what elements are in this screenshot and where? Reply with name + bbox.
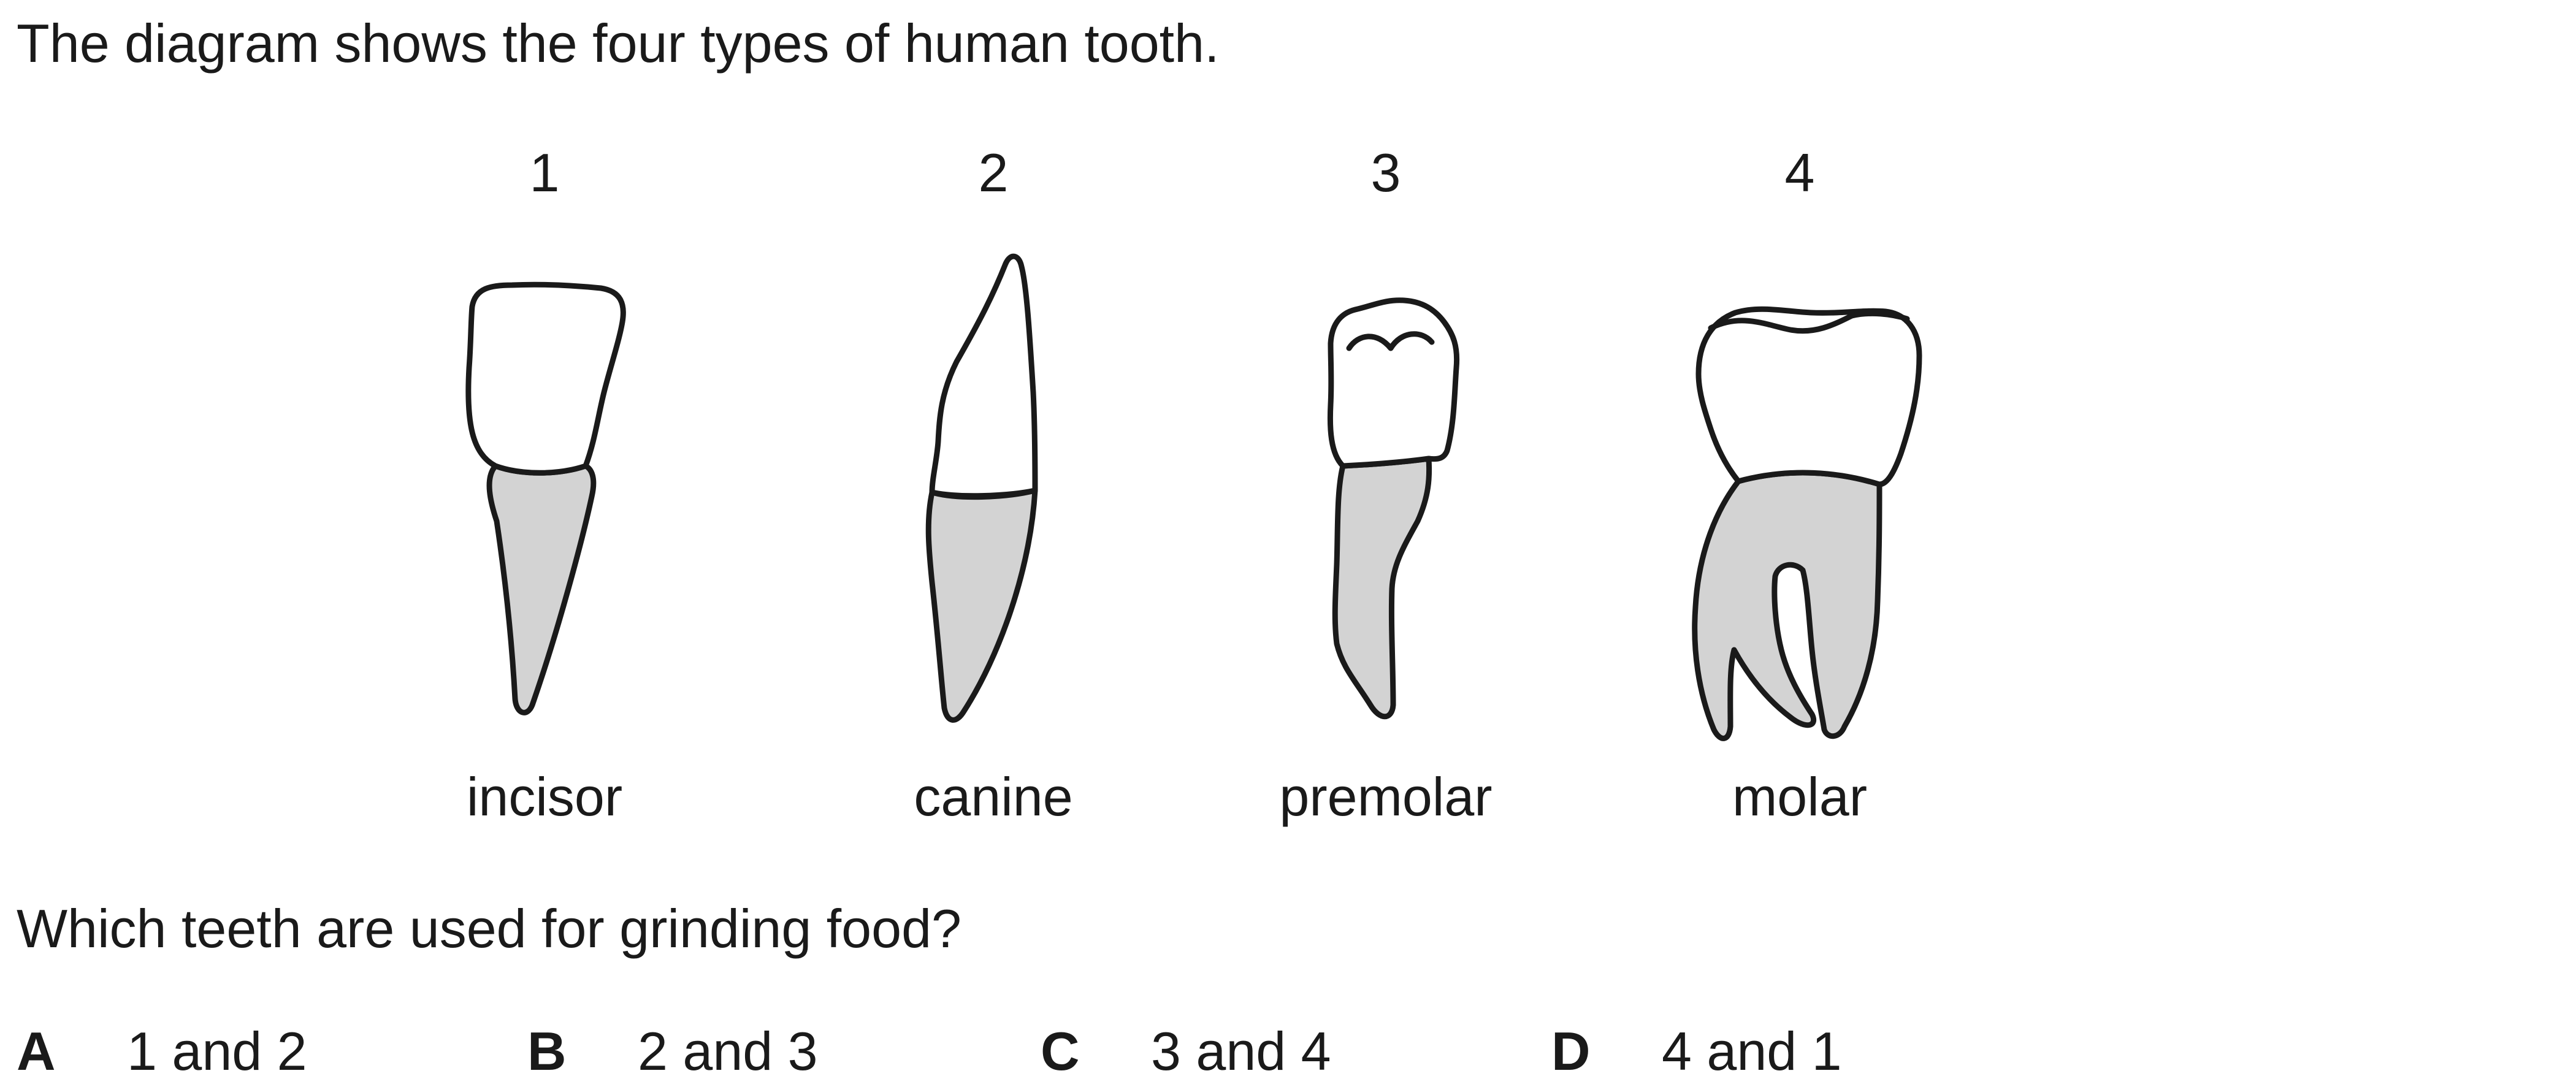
molar-root bbox=[1692, 470, 1882, 741]
tooth-label-molar: molar bbox=[1732, 766, 1867, 827]
premolar-crown bbox=[1327, 297, 1460, 469]
premolar-root bbox=[1332, 456, 1432, 720]
option-d-text: 4 and 1 bbox=[1662, 1021, 1842, 1081]
tooth-label-incisor: incisor bbox=[467, 766, 622, 827]
molar-crown bbox=[1695, 306, 1922, 487]
option-a-text: 1 and 2 bbox=[127, 1021, 307, 1081]
incisor-crown bbox=[465, 281, 626, 476]
question-text: Which teeth are used for grinding food? bbox=[17, 898, 961, 959]
option-b-text: 2 and 3 bbox=[638, 1021, 818, 1081]
tooth-number-4: 4 bbox=[1785, 142, 1815, 203]
option-b-letter: B bbox=[527, 1021, 567, 1081]
premolar-tooth: 3 bbox=[1327, 142, 1460, 720]
tooth-number-1: 1 bbox=[530, 142, 560, 203]
canine-crown bbox=[929, 253, 1038, 499]
canine-tooth: 2 bbox=[925, 142, 1038, 723]
tooth-number-2: 2 bbox=[979, 142, 1009, 203]
incisor-tooth: 1 bbox=[465, 142, 626, 715]
tooth-label-premolar: premolar bbox=[1279, 766, 1492, 827]
option-c-letter: C bbox=[1041, 1021, 1080, 1081]
tooth-label-canine: canine bbox=[914, 766, 1072, 827]
tooth-number-3: 3 bbox=[1371, 142, 1401, 203]
option-c-text: 3 and 4 bbox=[1151, 1021, 1331, 1081]
molar-tooth: 4 bbox=[1692, 142, 1922, 741]
option-a-letter: A bbox=[17, 1021, 56, 1081]
incisor-root bbox=[486, 463, 597, 715]
option-d-letter: D bbox=[1551, 1021, 1591, 1081]
intro-text: The diagram shows the four types of huma… bbox=[17, 13, 1220, 74]
canine-root bbox=[925, 487, 1038, 723]
teeth-diagram: 1 2 3 4 incisor canine premolar molar bbox=[465, 142, 1922, 827]
